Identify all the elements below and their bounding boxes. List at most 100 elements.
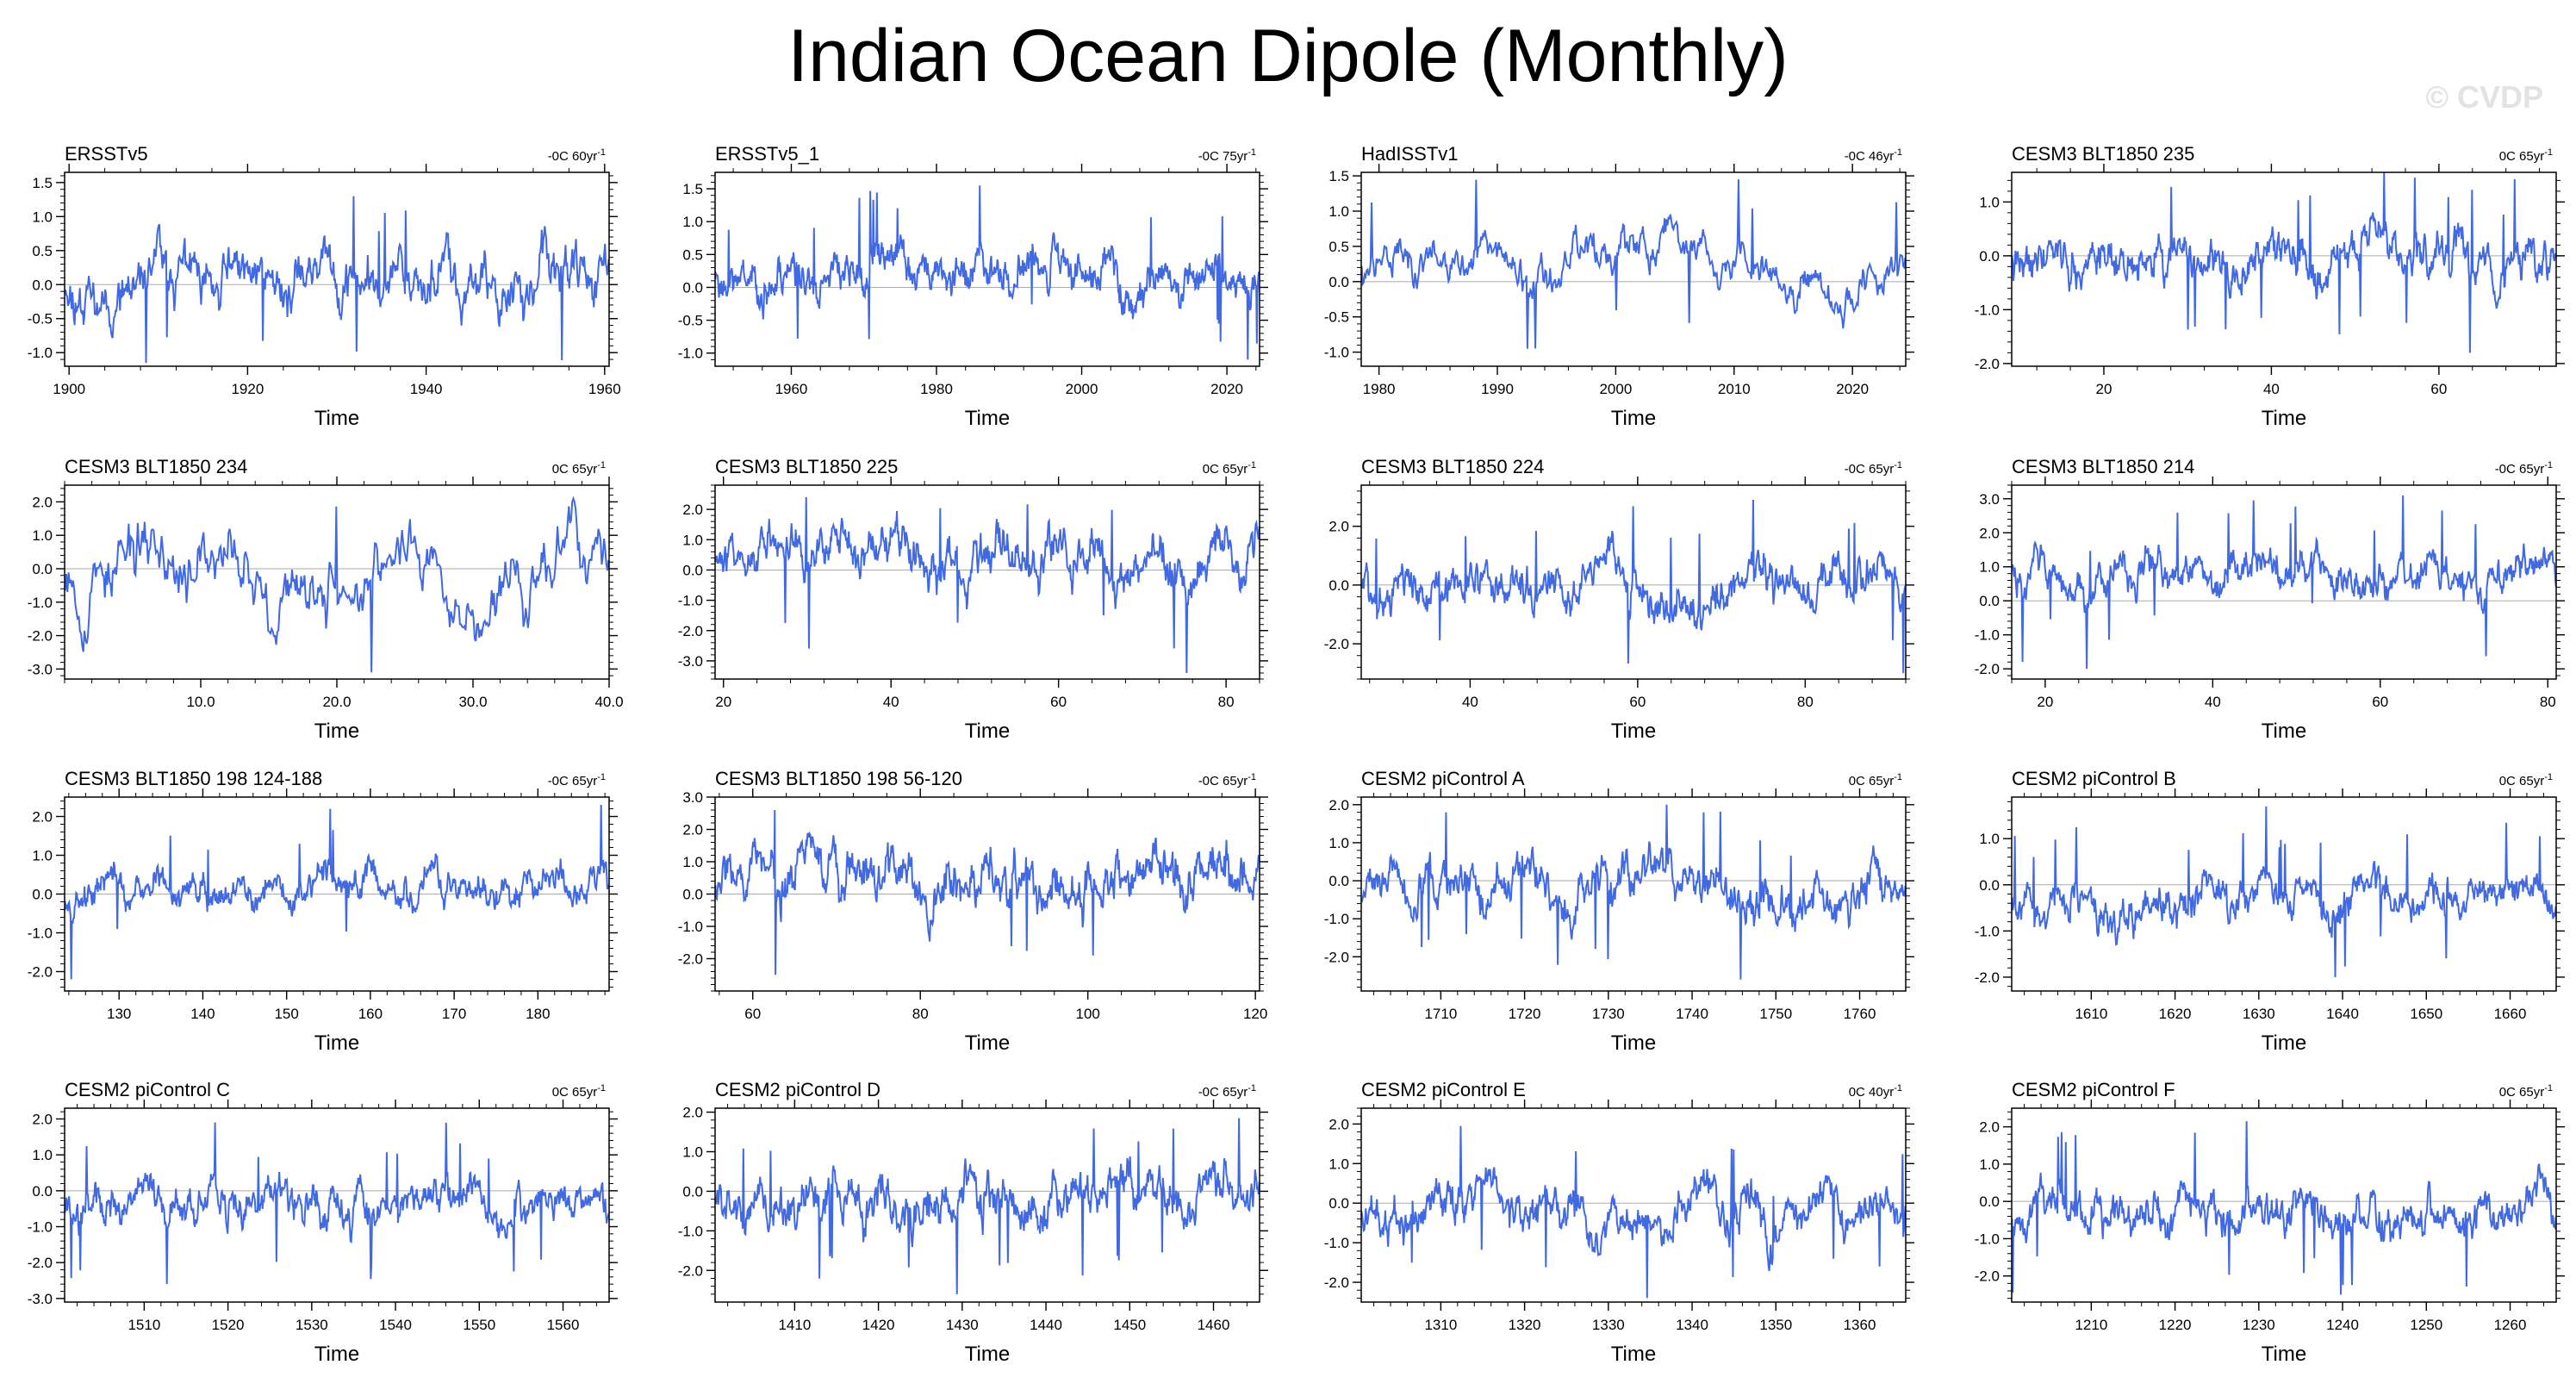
y-tick-label: -2.0 [678,951,703,968]
x-tick-label: 180 [526,1006,550,1022]
chart-panel: CESM2 piControl E 0C 40yr-1 -2.0 -1.0 0.0 1.0… [1324,1067,2003,1379]
y-tick-label: 0.5 [32,243,53,259]
x-tick-label: 150 [274,1006,298,1022]
y-tick-label: 1.0 [32,527,53,544]
x-tick-label: 20 [715,694,731,710]
x-tick-label: 140 [190,1006,215,1022]
y-tick-label: 1.0 [1328,835,1349,851]
y-tick-label: -1.0 [28,595,53,611]
y-tick-label: 0.5 [1328,239,1349,255]
chart-svg: CESM3 BLT1850 224 -0C 65yr-1 -2.0 0.0 2.0 40 6… [1324,456,1914,743]
y-tick-label: 0.0 [682,562,703,578]
y-tick-label: -2.0 [1975,969,2000,986]
y-tick-label: 0.0 [32,277,53,293]
x-tick-label: 60 [2430,381,2447,397]
x-tick-label: 170 [442,1006,466,1022]
y-tick-label: 2.0 [682,1105,703,1121]
y-tick-label: 0.0 [1979,1193,2000,1210]
y-tick-label: 1.0 [1979,559,2000,576]
trend-label: -0C 75yr-1 [1198,147,1256,164]
y-tick-label: 1.0 [1979,1156,2000,1173]
y-tick-label: -3.0 [678,653,703,670]
y-tick-label: 1.0 [32,848,53,864]
x-tick-label: 1350 [1759,1317,1792,1333]
y-tick-label: -1.0 [1975,627,2000,644]
y-tick-label: -2.0 [1975,356,2000,372]
y-tick-label: 0.0 [682,887,703,903]
figure-title: Indian Ocean Dipole (Monthly) [787,15,1789,97]
x-tick-label: 1750 [1759,1006,1792,1022]
x-tick-label: 1240 [2326,1317,2359,1333]
y-tick-label: 0.0 [1328,873,1349,889]
y-tick-label: 2.0 [682,822,703,838]
x-tick-label: 2020 [1836,381,1869,397]
panel-title: CESM2 piControl F [2012,1079,2175,1100]
chart-panel: CESM3 BLT1850 235 0C 65yr-1 -2.0 -1.0 0.0 1.0… [1975,131,2576,443]
y-tick-label: -1.0 [1324,1235,1349,1251]
y-tick-label: 2.0 [1979,525,2000,541]
y-tick-label: 1.5 [32,175,53,191]
chart-svg: ERSSTv5_1 -0C 75yr-1 -1.0 -0.5 0.0 0.5 1.0 1.5 1… [678,143,1268,430]
trend-label: 0C 65yr-1 [2499,772,2553,788]
x-tick-label: 1260 [2494,1317,2527,1333]
panel-title: CESM2 piControl D [715,1079,880,1100]
y-tick-label: -0.5 [678,313,703,329]
x-tick-label: 1310 [1424,1317,1457,1333]
y-tick-label: 2.0 [1328,797,1349,813]
trend-label: -0C 46yr-1 [1845,147,1902,164]
plot-frame [714,484,1260,680]
x-tick-label: 1960 [588,381,621,397]
data-series-line [64,196,610,364]
trend-label: 0C 65yr-1 [552,460,606,477]
x-tick-label: 20.0 [322,694,351,710]
plot-frame [1360,796,1907,992]
y-tick-label: -1.0 [1324,345,1349,361]
x-tick-label: 1430 [946,1317,979,1333]
plot-frame [714,171,1260,367]
x-tick-label: 20 [2095,381,2112,397]
data-series-line [2011,495,2557,670]
data-series-line [714,185,1260,360]
chart-svg: CESM3 BLT1850 198 124-188 -0C 65yr-1 -2.0 -… [28,768,618,1055]
data-series-line [1360,179,1907,349]
chart-panel: CESM2 piControl C 0C 65yr-1 -3.0 -2.0 -1.0 0.… [28,1067,706,1379]
chart-svg: ERSSTv5 -0C 60yr-1 -1.0 -0.5 0.0 0.5 1.0 1.5 190… [28,143,621,430]
y-tick-label: -1.0 [678,593,703,609]
x-tick-label: 2000 [1599,381,1632,397]
y-tick-label: 0.0 [32,1183,53,1200]
y-tick-label: -2.0 [28,628,53,645]
x-tick-label: 2000 [1066,381,1098,397]
y-tick-label: -2.0 [1324,636,1349,652]
plot-frame [714,1107,1260,1303]
data-series-line [1360,804,1907,980]
plot-frame [2011,484,2557,680]
x-tick-label: 130 [107,1006,131,1022]
y-tick-label: 1.5 [1328,168,1349,184]
y-tick-label: 2.0 [1328,519,1349,535]
x-axis-title: Time [314,1031,359,1055]
chart-svg: CESM3 BLT1850 235 0C 65yr-1 -2.0 -1.0 0.0 1.0… [1975,143,2565,430]
chart-panel: CESM3 BLT1850 214 -0C 65yr-1 -2.0 -1.0 0.0 1.… [1975,444,2576,756]
trend-label: -0C 65yr-1 [1198,1083,1256,1100]
plot-frame [1360,1107,1907,1303]
x-tick-label: 160 [358,1006,383,1022]
y-tick-label: -2.0 [678,623,703,639]
trend-label: 0C 65yr-1 [2499,147,2553,164]
y-tick-label: 2.0 [1328,1116,1349,1132]
x-tick-label: 1220 [2159,1317,2192,1333]
x-tick-label: 1450 [1113,1317,1146,1333]
x-tick-label: 80 [2540,694,2556,710]
y-tick-label: -2.0 [1975,661,2000,677]
chart-panel: CESM3 BLT1850 224 -0C 65yr-1 -2.0 0.0 2.0 40 6… [1324,444,2003,756]
panel-title: HadISSTv1 [1361,143,1459,165]
x-axis-title: Time [2262,407,2306,430]
x-axis-title: Time [2262,720,2306,743]
y-tick-label: -0.5 [1324,309,1349,326]
chart-panel: CESM3 BLT1850 198 124-188 -0C 65yr-1 -2.0 -… [28,756,706,1068]
x-tick-label: 40.0 [594,694,623,710]
y-tick-label: 0.0 [1328,1195,1349,1212]
chart-panel: CESM2 piControl A 0C 65yr-1 -2.0 -1.0 0.0 1.0… [1324,756,2003,1068]
data-series-line [2011,171,2557,353]
panel-title: CESM3 BLT1850 198 124-188 [65,768,322,789]
trend-label: -0C 65yr-1 [1845,460,1902,477]
